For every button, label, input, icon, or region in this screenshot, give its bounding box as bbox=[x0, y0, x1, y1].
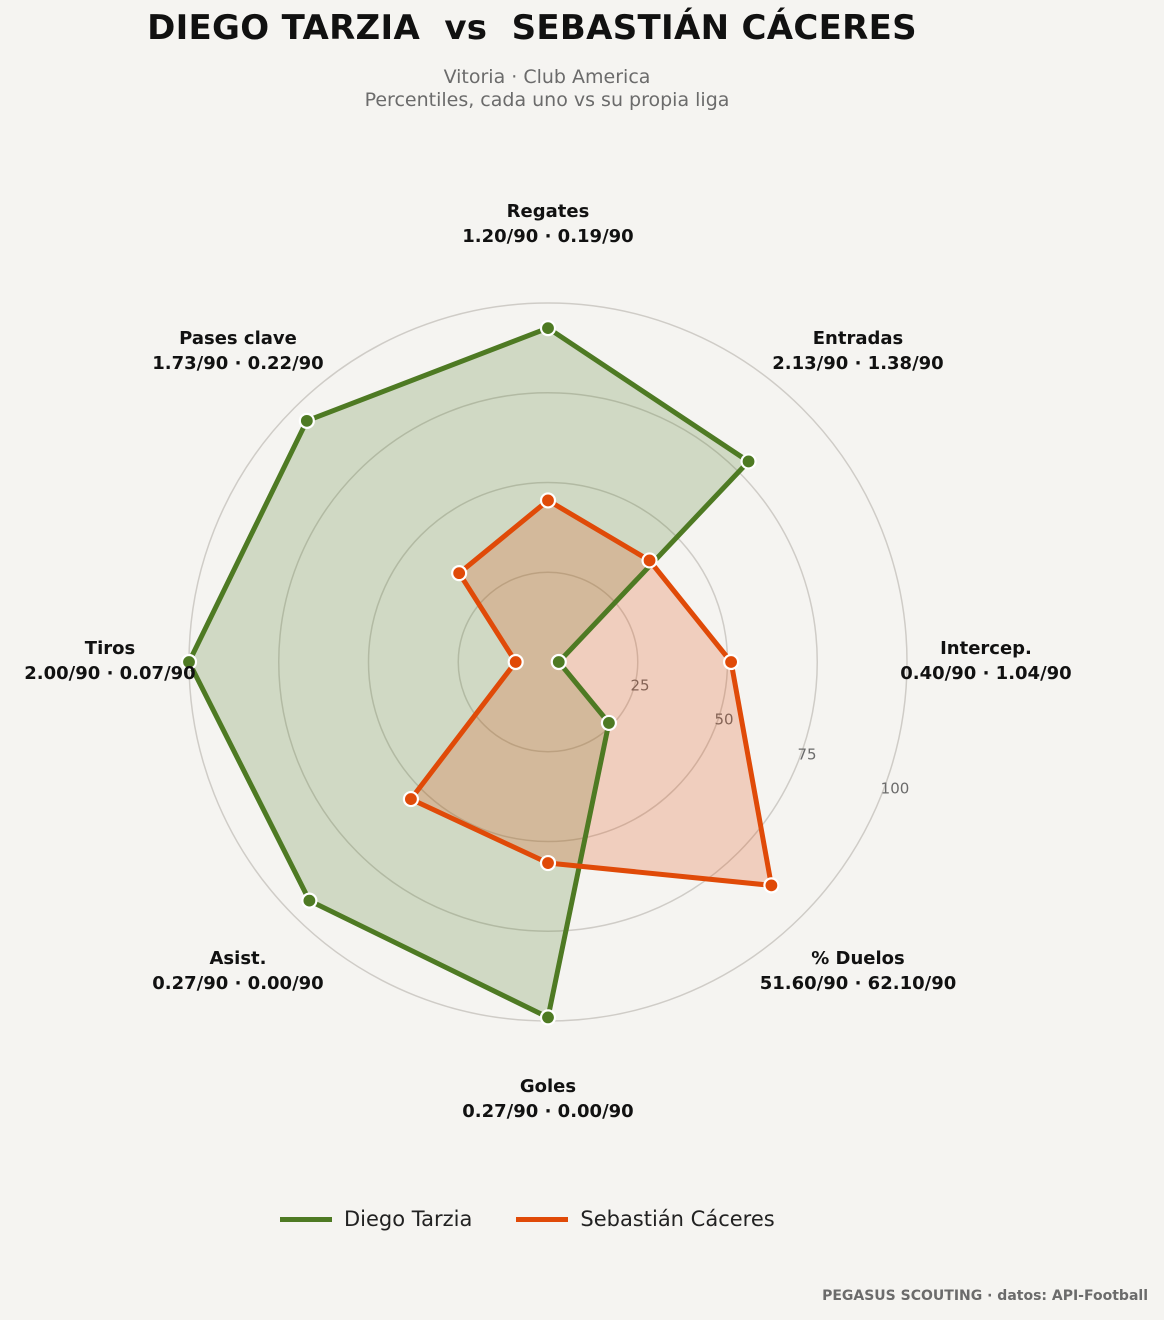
axis-value-label: 51.60/90 · 62.10/90 bbox=[760, 973, 957, 994]
data-point bbox=[539, 1009, 557, 1026]
data-point bbox=[763, 877, 780, 894]
radial-tick-label: 100 bbox=[881, 780, 910, 798]
legend-swatch-player1 bbox=[280, 1216, 332, 1222]
axis-value-label: 2.13/90 · 1.38/90 bbox=[772, 353, 943, 374]
radial-tick-label: 50 bbox=[714, 711, 733, 729]
axis-label: Intercep. bbox=[940, 638, 1032, 659]
axis-value-label: 0.27/90 · 0.00/90 bbox=[152, 973, 323, 994]
grid-ring bbox=[457, 571, 639, 753]
subtitle-line-2: Percentiles, cada uno vs su propia liga bbox=[364, 89, 730, 111]
data-point bbox=[740, 453, 757, 470]
series-area bbox=[189, 328, 749, 1018]
data-point bbox=[722, 653, 740, 671]
data-point bbox=[507, 653, 524, 671]
data-point bbox=[539, 854, 557, 872]
legend-label-player1: Diego Tarzia bbox=[344, 1207, 473, 1231]
legend: Diego Tarzia Sebastián Cáceres bbox=[280, 1207, 819, 1231]
radar-labels: Regates 1.20/90 · 0.19/90 Entradas 2.13/90 … bbox=[24, 201, 1071, 1122]
radar-points bbox=[180, 320, 780, 1026]
data-point bbox=[180, 653, 198, 671]
axis-label: Tiros bbox=[85, 638, 135, 659]
subtitle-line-1: Vitoria · Club America bbox=[443, 66, 651, 88]
data-point bbox=[402, 790, 420, 808]
legend-item-player1: Diego Tarzia bbox=[280, 1207, 472, 1231]
axis-label: % Duelos bbox=[811, 948, 905, 969]
axis-label: Goles bbox=[520, 1076, 576, 1097]
data-point bbox=[550, 653, 567, 671]
axis-label: Pases clave bbox=[179, 328, 297, 349]
data-point bbox=[539, 492, 557, 509]
axis-value-label: 0.40/90 · 1.04/90 bbox=[900, 663, 1071, 684]
axis-label: Asist. bbox=[210, 948, 267, 969]
data-point bbox=[600, 714, 618, 732]
chart-title: DIEGO TARZIA vs SEBASTIÁN CÁCERES bbox=[147, 8, 917, 48]
data-point bbox=[298, 412, 315, 429]
axis-value-label: 2.00/90 · 0.07/90 bbox=[24, 663, 195, 684]
axis-label: Regates bbox=[507, 201, 590, 222]
series-area bbox=[410, 500, 772, 886]
data-point bbox=[641, 552, 658, 569]
axis-value-label: 1.73/90 · 0.22/90 bbox=[152, 353, 323, 374]
legend-item-player2: Sebastián Cáceres bbox=[516, 1207, 775, 1231]
data-point bbox=[451, 565, 468, 582]
data-point bbox=[301, 892, 318, 909]
legend-label-player2: Sebastián Cáceres bbox=[580, 1207, 775, 1231]
data-point bbox=[539, 320, 557, 337]
axis-value-label: 0.27/90 · 0.00/90 bbox=[462, 1101, 633, 1122]
legend-swatch-player2 bbox=[516, 1216, 569, 1222]
axis-value-label: 1.20/90 · 0.19/90 bbox=[462, 226, 633, 247]
chart-subtitle: Vitoria · Club America Percentiles, cada… bbox=[0, 66, 1094, 112]
radial-tick-label: 75 bbox=[797, 746, 816, 764]
source-credit: PEGASUS SCOUTING · datos: API-Football bbox=[822, 1288, 1148, 1304]
radial-tick-label: 25 bbox=[630, 677, 649, 695]
axis-label: Entradas bbox=[813, 328, 903, 349]
grid-ring bbox=[278, 392, 818, 932]
radar-fills bbox=[189, 328, 772, 1018]
